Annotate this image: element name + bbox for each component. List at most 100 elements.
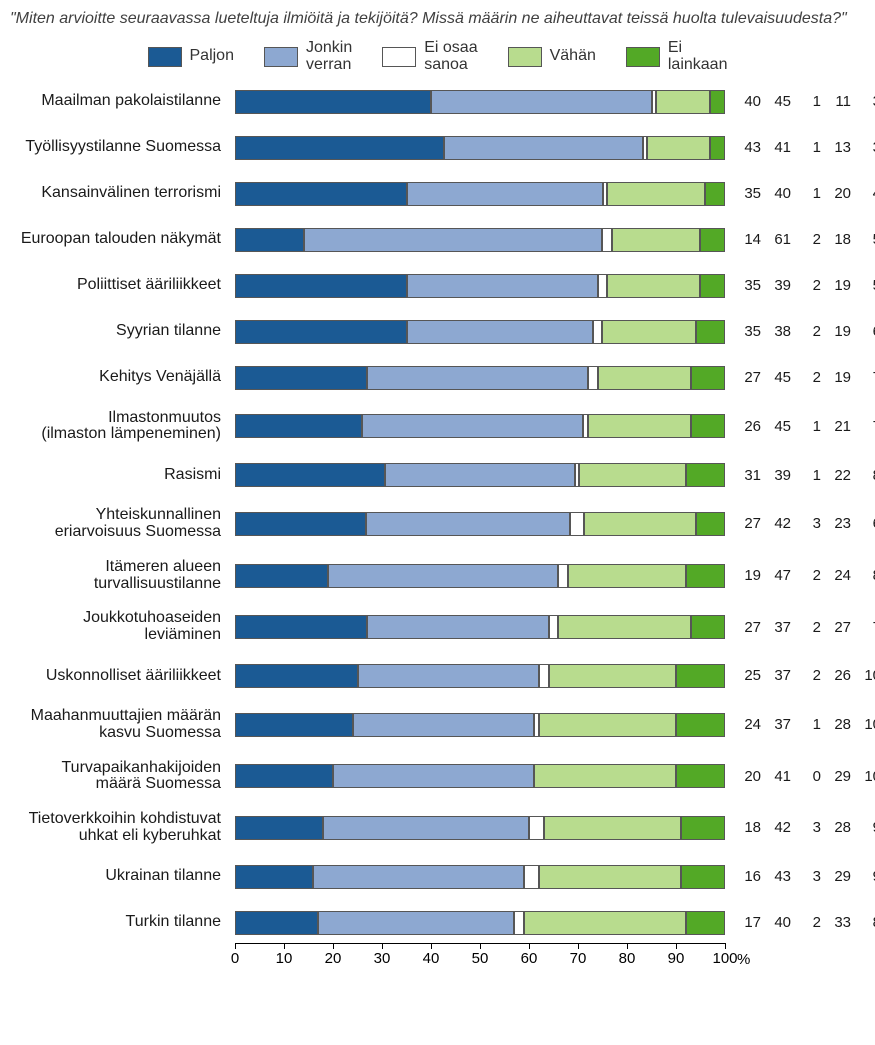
row-gap [10, 346, 875, 364]
bar-segment [431, 90, 652, 114]
row-label: Rasismi [10, 467, 225, 484]
value: 39 [765, 467, 795, 484]
legend-label: Paljon [190, 48, 234, 65]
bar-segment [328, 564, 558, 588]
bar-segment [235, 182, 407, 206]
bar-segment [686, 463, 725, 487]
value: 41 [765, 768, 795, 785]
bar-segment [235, 816, 323, 840]
row-label: Maahanmuuttajien määränkasvu Suomessa [10, 708, 225, 742]
legend-item: Eilainkaan [626, 40, 728, 74]
row-gap [10, 300, 875, 318]
axis-tick [480, 943, 481, 949]
row-gap [10, 208, 875, 226]
value: 21 [825, 418, 855, 435]
bar-segment [710, 136, 725, 160]
bar [235, 711, 725, 739]
value: 16 [735, 868, 765, 885]
value: 17 [735, 914, 765, 931]
bar-segment [607, 274, 700, 298]
row-label: Tietoverkkoihin kohdistuvatuhkat eli kyb… [10, 811, 225, 845]
row-label: Uskonnolliset ääriliikkeet [10, 668, 225, 685]
value: 13 [825, 139, 855, 156]
value: 26 [825, 667, 855, 684]
row-gap [10, 162, 875, 180]
value: 31 [735, 467, 765, 484]
row-gap [10, 891, 875, 909]
bar-segment [700, 274, 725, 298]
value: 45 [765, 93, 795, 110]
value: 5 [855, 231, 875, 248]
value: 22 [825, 467, 855, 484]
bar-segment [598, 366, 691, 390]
bar-segment [696, 512, 725, 536]
axis-tick [627, 943, 628, 949]
value: 38 [765, 323, 795, 340]
value: 23 [825, 515, 855, 532]
row-label: Maailman pakolaistilanne [10, 93, 225, 110]
bar-segment [444, 136, 643, 160]
bar-segment [570, 512, 585, 536]
row-gap [10, 845, 875, 863]
value: 19 [735, 567, 765, 584]
bar-segment [524, 865, 539, 889]
bar-segment [235, 463, 385, 487]
row-label: Turvapaikanhakijoidenmäärä Suomessa [10, 760, 225, 794]
value: 3 [855, 139, 875, 156]
bar [235, 562, 725, 590]
value: 5 [855, 277, 875, 294]
value: 9 [855, 819, 875, 836]
row-gap [10, 392, 875, 410]
row-gap [10, 592, 875, 610]
value: 28 [825, 716, 855, 733]
bar-segment [534, 764, 676, 788]
bar-segment [656, 90, 710, 114]
bar [235, 762, 725, 790]
row-values: 43411133 [735, 139, 875, 156]
bar [235, 226, 725, 254]
axis-tick-label: 0 [231, 950, 239, 967]
value: 27 [735, 619, 765, 636]
value: 2 [795, 277, 825, 294]
bar-segment [558, 564, 568, 588]
row-label: Itämeren alueenturvallisuustilanne [10, 559, 225, 593]
legend-label: Ei osaasanoa [424, 40, 477, 74]
value: 41 [765, 139, 795, 156]
value: 45 [765, 418, 795, 435]
value: 1 [795, 139, 825, 156]
value: 8 [855, 467, 875, 484]
row-values: 14612185 [735, 231, 875, 248]
bar-segment [676, 713, 725, 737]
row-label: Poliittiset ääriliikkeet [10, 277, 225, 294]
value: 10 [855, 768, 875, 785]
bar-segment [607, 182, 705, 206]
value: 19 [825, 277, 855, 294]
row-values: 31391228 [735, 467, 875, 484]
axis-tick-label: 30 [374, 950, 391, 967]
value: 1 [795, 418, 825, 435]
value: 6 [855, 323, 875, 340]
bar [235, 863, 725, 891]
legend: PaljonJonkinverranEi osaasanoaVähänEilai… [10, 40, 865, 74]
bar-segment [549, 615, 559, 639]
legend-swatch [508, 47, 542, 67]
bar-segment [235, 564, 328, 588]
legend-swatch [382, 47, 416, 67]
value: 6 [855, 515, 875, 532]
bar-segment [235, 90, 431, 114]
bar-segment [700, 228, 725, 252]
value: 11 [825, 93, 855, 110]
bar [235, 814, 725, 842]
value: 2 [795, 914, 825, 931]
bar-segment [681, 865, 725, 889]
bar-segment [579, 463, 686, 487]
bar-segment [588, 366, 598, 390]
row-label: Joukkotuhoaseidenleviäminen [10, 610, 225, 644]
value: 43 [735, 139, 765, 156]
value: 19 [825, 369, 855, 386]
bar-segment [235, 228, 304, 252]
row-values: 27423236 [735, 515, 875, 532]
row-label: Kansainvälinen terrorismi [10, 185, 225, 202]
value: 8 [855, 567, 875, 584]
bar [235, 461, 725, 489]
